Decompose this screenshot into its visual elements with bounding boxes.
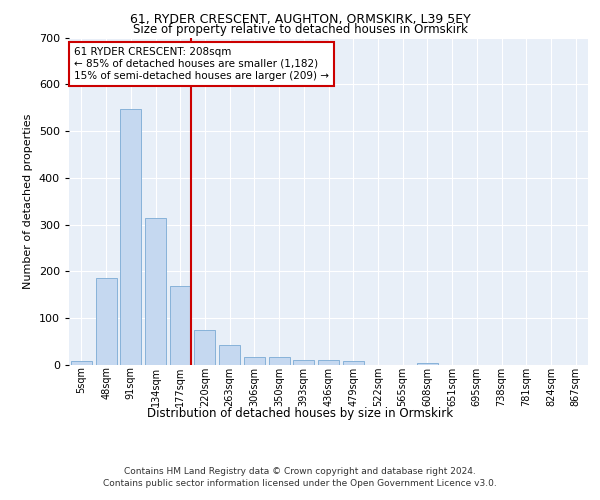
Bar [293, 360, 314, 365]
Bar [269, 356, 290, 365]
Bar [170, 286, 191, 365]
Bar [219, 346, 240, 365]
Y-axis label: Number of detached properties: Number of detached properties [23, 114, 33, 289]
Text: 61, RYDER CRESCENT, AUGHTON, ORMSKIRK, L39 5EY: 61, RYDER CRESCENT, AUGHTON, ORMSKIRK, L… [130, 12, 470, 26]
Text: 61 RYDER CRESCENT: 208sqm
← 85% of detached houses are smaller (1,182)
15% of se: 61 RYDER CRESCENT: 208sqm ← 85% of detac… [74, 48, 329, 80]
Bar [244, 356, 265, 365]
Bar [318, 360, 339, 365]
Bar [95, 278, 116, 365]
Text: Contains HM Land Registry data © Crown copyright and database right 2024.: Contains HM Land Registry data © Crown c… [124, 468, 476, 476]
Bar [343, 362, 364, 365]
Bar [120, 109, 141, 365]
Bar [71, 362, 92, 365]
Text: Contains public sector information licensed under the Open Government Licence v3: Contains public sector information licen… [103, 479, 497, 488]
Text: Distribution of detached houses by size in Ormskirk: Distribution of detached houses by size … [147, 408, 453, 420]
Bar [417, 362, 438, 365]
Bar [145, 218, 166, 365]
Bar [194, 330, 215, 365]
Text: Size of property relative to detached houses in Ormskirk: Size of property relative to detached ho… [133, 22, 467, 36]
